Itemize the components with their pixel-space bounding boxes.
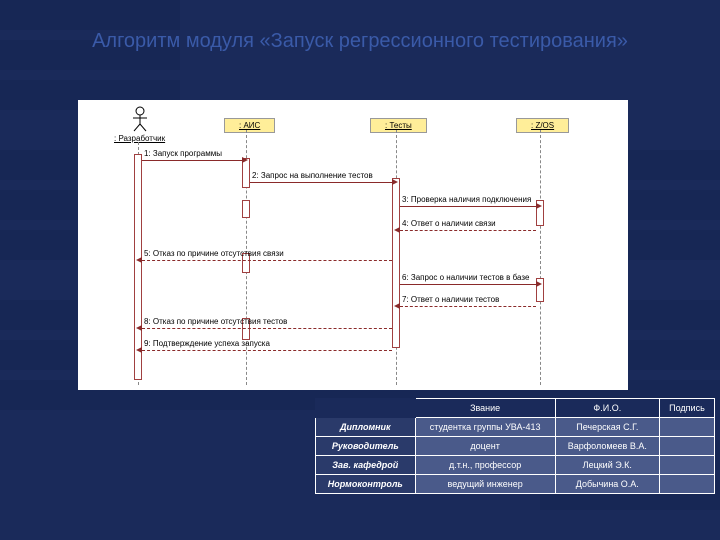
message-label: 7: Ответ о наличии тестов xyxy=(402,295,499,304)
lifeline xyxy=(540,130,541,385)
role-cell: Руководитель xyxy=(316,437,416,456)
name-cell: Лецкий Э.К. xyxy=(555,456,659,475)
table-header-name: Ф.И.О. xyxy=(555,399,659,418)
message: 1: Запуск программы xyxy=(138,150,246,164)
role-cell: Нормоконтроль xyxy=(316,475,416,494)
actor-label: : Разработчик xyxy=(114,134,165,143)
name-cell: Варфоломеев В.А. xyxy=(555,437,659,456)
activation-bar xyxy=(242,200,250,218)
table-row: Дипломникстудентка группы УВА-413Печерск… xyxy=(316,418,715,437)
table-header-blank xyxy=(316,399,416,418)
message-label: 9: Подтверждение успеха запуска xyxy=(144,339,270,348)
lifeline-box: : Z/OS xyxy=(516,118,569,133)
table-header-sign: Подпись xyxy=(659,399,714,418)
message: 6: Запрос о наличии тестов в базе xyxy=(396,274,540,288)
sequence-diagram: : Разработчик : АИС : Тесты : Z/OS 1: Запуск… xyxy=(78,100,628,390)
slide-title: Алгоритм модуля «Запуск регрессионного т… xyxy=(0,28,720,54)
stickman-icon xyxy=(131,106,149,132)
sign-cell xyxy=(659,456,714,475)
message-label: 8: Отказ по причине отсутствия тестов xyxy=(144,317,287,326)
message: 8: Отказ по причине отсутствия тестов xyxy=(138,318,396,332)
message: 9: Подтверждение успеха запуска xyxy=(138,340,396,354)
message: 7: Ответ о наличии тестов xyxy=(396,296,540,310)
message: 2: Запрос на выполнение тестов xyxy=(246,172,396,186)
actor-developer: : Разработчик xyxy=(114,106,165,143)
message-label: 5: Отказ по причине отсутствия связи xyxy=(144,249,284,258)
role-cell: Дипломник xyxy=(316,418,416,437)
message: 5: Отказ по причине отсутствия связи xyxy=(138,250,396,264)
sign-cell xyxy=(659,418,714,437)
name-cell: Печерская С.Г. xyxy=(555,418,659,437)
message: 3: Проверка наличия подключения xyxy=(396,196,540,210)
sign-cell xyxy=(659,437,714,456)
message-label: 4: Ответ о наличии связи xyxy=(402,219,496,228)
table-row: Зав. кафедройд.т.н., профессорЛецкий Э.К… xyxy=(316,456,715,475)
name-cell: Добычина О.А. xyxy=(555,475,659,494)
message-label: 1: Запуск программы xyxy=(144,149,222,158)
message-label: 3: Проверка наличия подключения xyxy=(402,195,531,204)
message-label: 2: Запрос на выполнение тестов xyxy=(252,171,373,180)
lifeline-box: : Тесты xyxy=(370,118,427,133)
rank-cell: студентка группы УВА-413 xyxy=(415,418,555,437)
table-row: РуководительдоцентВарфоломеев В.А. xyxy=(316,437,715,456)
message: 4: Ответ о наличии связи xyxy=(396,220,540,234)
message-label: 6: Запрос о наличии тестов в базе xyxy=(402,273,529,282)
lifeline-box: : АИС xyxy=(224,118,275,133)
rank-cell: ведущий инженер xyxy=(415,475,555,494)
sign-cell xyxy=(659,475,714,494)
role-cell: Зав. кафедрой xyxy=(316,456,416,475)
rank-cell: доцент xyxy=(415,437,555,456)
signature-table: Звание Ф.И.О. Подпись Дипломникстудентка… xyxy=(315,398,715,494)
rank-cell: д.т.н., профессор xyxy=(415,456,555,475)
table-row: Нормоконтрольведущий инженерДобычина О.А… xyxy=(316,475,715,494)
table-header-rank: Звание xyxy=(415,399,555,418)
